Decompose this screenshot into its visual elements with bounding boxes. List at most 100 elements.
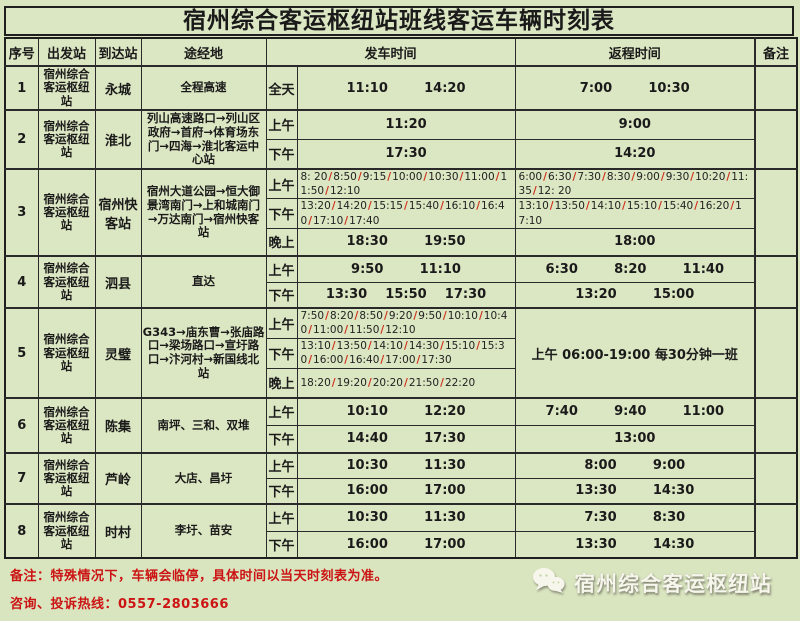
row-via: 直达 — [140, 255, 267, 309]
period-label: 上午 — [265, 168, 298, 200]
row-no: 7 — [4, 452, 39, 505]
depart-times: 13:30 15:50 17:30 — [296, 281, 516, 309]
period-label: 上午 — [265, 397, 298, 426]
row-note — [754, 307, 798, 399]
depart-times: 11:10 14:20 — [296, 65, 516, 111]
return-times: 13:20 15:00 — [514, 281, 756, 309]
row-from: 宿州综合客运枢纽站 — [37, 307, 96, 399]
table-row: 下午 16:00 17:00 13:30 14:30 — [5, 530, 797, 559]
period-label: 下午 — [265, 424, 298, 454]
header-return: 返程时间 — [514, 37, 756, 67]
depart-times: 16:00 17:00 — [296, 477, 516, 505]
depart-times: 8: 20/8:50/9:15/10:00/10:30/11:00/11:50/… — [296, 168, 516, 200]
return-times-merged: 上午 06:00-19:00 每30分钟一班 — [514, 307, 756, 399]
table-row: 1 宿州综合客运枢纽站 永城 全程高速 全天 11:10 14:20 7:00 … — [4, 65, 798, 111]
footer-notes: 备注：特殊情况下，车辆会临停，具体时间以当天时刻表为准。 咨询、投诉热线：055… — [10, 565, 388, 621]
period-label: 晚上 — [265, 227, 298, 257]
row-note — [754, 452, 798, 505]
return-times: 13:00 — [514, 424, 756, 454]
row-via: 李圩、苗安 — [140, 503, 267, 559]
row-note — [754, 397, 798, 454]
table-row: 5 宿州综合客运枢纽站 灵璧 G343→庙东曹→张庙路口→梁场路口→宣圩路口→汴… — [4, 307, 798, 399]
row-from: 宿州综合客运枢纽站 — [37, 65, 96, 111]
return-times: 7:30 8:30 — [514, 503, 756, 532]
period-label: 下午 — [265, 530, 298, 559]
row-to: 泗县 — [94, 255, 142, 309]
depart-times: 17:30 — [296, 138, 516, 170]
row-no: 5 — [4, 307, 39, 399]
period-label: 上午 — [265, 307, 298, 339]
row-from: 宿州综合客运枢纽站 — [37, 167, 96, 257]
period-label: 下午 — [265, 138, 298, 170]
depart-times: 10:30 11:30 — [296, 503, 516, 532]
row-from: 宿州综合客运枢纽站 — [37, 503, 96, 559]
row-to: 灵璧 — [94, 307, 142, 399]
row-note — [754, 255, 798, 309]
period-label: 下午 — [265, 198, 298, 229]
return-times: 13:30 14:30 — [514, 477, 756, 505]
row-to: 芦岭 — [94, 452, 142, 505]
brand-name: 宿州综合客运枢纽站 — [574, 572, 772, 597]
row-to: 时村 — [94, 503, 142, 559]
row-via: 南坪、三和、双堆 — [140, 397, 267, 454]
return-times: 8:00 9:00 — [514, 452, 756, 479]
wechat-icon — [532, 567, 566, 599]
row-to: 淮北 — [94, 109, 142, 170]
depart-times: 7:50/8:20/8:50/9:20/9:50/10:10/10:40/11:… — [296, 307, 516, 339]
row-via: 大店、昌圩 — [140, 452, 267, 505]
depart-times: 9:50 11:10 — [296, 255, 516, 283]
header-via: 途经地 — [140, 37, 267, 67]
row-no: 1 — [4, 65, 39, 111]
row-to: 宿州快客站 — [94, 167, 142, 257]
period-label: 上午 — [265, 255, 298, 283]
row-no: 8 — [4, 503, 39, 559]
footer: 备注：特殊情况下，车辆会临停，具体时间以当天时刻表为准。 咨询、投诉热线：055… — [4, 559, 796, 621]
page-title: 宿州综合客运枢纽站班线客运车辆时刻表 — [4, 6, 794, 36]
row-note — [754, 65, 798, 111]
period-label: 晚上 — [265, 367, 298, 399]
header-depart: 发车时间 — [265, 37, 516, 67]
row-note — [754, 167, 798, 257]
header-from: 出发站 — [37, 37, 96, 67]
row-via: 列山高速路口→列山区政府→首府→体育场东门→四海→淮北客运中心站 — [140, 109, 267, 170]
table-header-row: 序号 出发站 到达站 途经地 发车时间 返程时间 备注 — [4, 37, 798, 67]
row-via: G343→庙东曹→张庙路口→梁场路口→宣圩路口→汴河村→新国线北站 — [140, 307, 267, 399]
table-row: 下午 14:40 17:30 13:00 — [5, 424, 797, 454]
row-to: 永城 — [94, 65, 142, 111]
table-row: 4 宿州综合客运枢纽站 泗县 直达 上午 9:50 11:10 6:30 8:2… — [4, 255, 798, 309]
return-times: 7:40 9:40 11:00 — [514, 397, 756, 426]
depart-times: 10:30 11:30 — [296, 452, 516, 479]
period-label: 全天 — [265, 65, 298, 111]
return-times: 7:00 10:30 — [514, 65, 756, 111]
table-row: 3 宿州综合客运枢纽站 宿州快客站 宿州大道公园→恒大御景湾南门→上和城南门→万… — [4, 167, 798, 257]
table-row: 7 宿州综合客运枢纽站 芦岭 大店、昌圩 上午 10:30 11:30 8:00… — [4, 452, 798, 505]
row-no: 6 — [4, 397, 39, 454]
row-from: 宿州综合客运枢纽站 — [37, 452, 96, 505]
row-no: 3 — [4, 167, 39, 257]
period-label: 下午 — [265, 337, 298, 369]
header-note: 备注 — [754, 37, 798, 67]
depart-times: 13:10/13:50/14:10/14:30/15:10/15:30/16:0… — [296, 337, 516, 369]
period-label: 上午 — [265, 109, 298, 140]
row-from: 宿州综合客运枢纽站 — [37, 397, 96, 454]
return-times: 6:00/6:30/7:30/8:30/9:00/9:30/10:20/11:3… — [514, 168, 756, 200]
depart-times: 13:20/14:20/15:15/15:40/16:10/16:40/17:1… — [296, 198, 516, 229]
return-times: 13:10/13:50/14:10/15:10/15:40/16:20/17:1… — [514, 198, 756, 229]
footer-note-line1: 备注：特殊情况下，车辆会临停，具体时间以当天时刻表为准。 — [10, 569, 389, 585]
table-row: 下午 13:20/14:20/15:15/15:40/16:10/16:40/1… — [5, 198, 797, 229]
brand: 宿州综合客运枢纽站 — [532, 567, 772, 599]
row-from: 宿州综合客运枢纽站 — [37, 109, 96, 170]
row-note — [754, 109, 798, 170]
period-label: 下午 — [265, 281, 298, 309]
period-label: 上午 — [265, 503, 298, 532]
table-row: 下午 13:10/13:50/14:10/14:30/15:10/15:30/1… — [5, 337, 797, 369]
row-via: 宿州大道公园→恒大御景湾南门→上和城南门→万达南门→宿州快客站 — [140, 167, 267, 257]
row-to: 陈集 — [94, 397, 142, 454]
depart-times: 18:20/19:20/20:20/21:50/22:20 — [296, 367, 516, 399]
table-row: 2 宿州综合客运枢纽站 淮北 列山高速路口→列山区政府→首府→体育场东门→四海→… — [4, 109, 798, 170]
table-row: 下午 13:30 15:50 17:30 13:20 15:00 — [5, 281, 797, 309]
table-row: 下午 17:30 14:20 — [5, 138, 797, 170]
row-no: 4 — [4, 255, 39, 309]
depart-times: 14:40 17:30 — [296, 424, 516, 454]
